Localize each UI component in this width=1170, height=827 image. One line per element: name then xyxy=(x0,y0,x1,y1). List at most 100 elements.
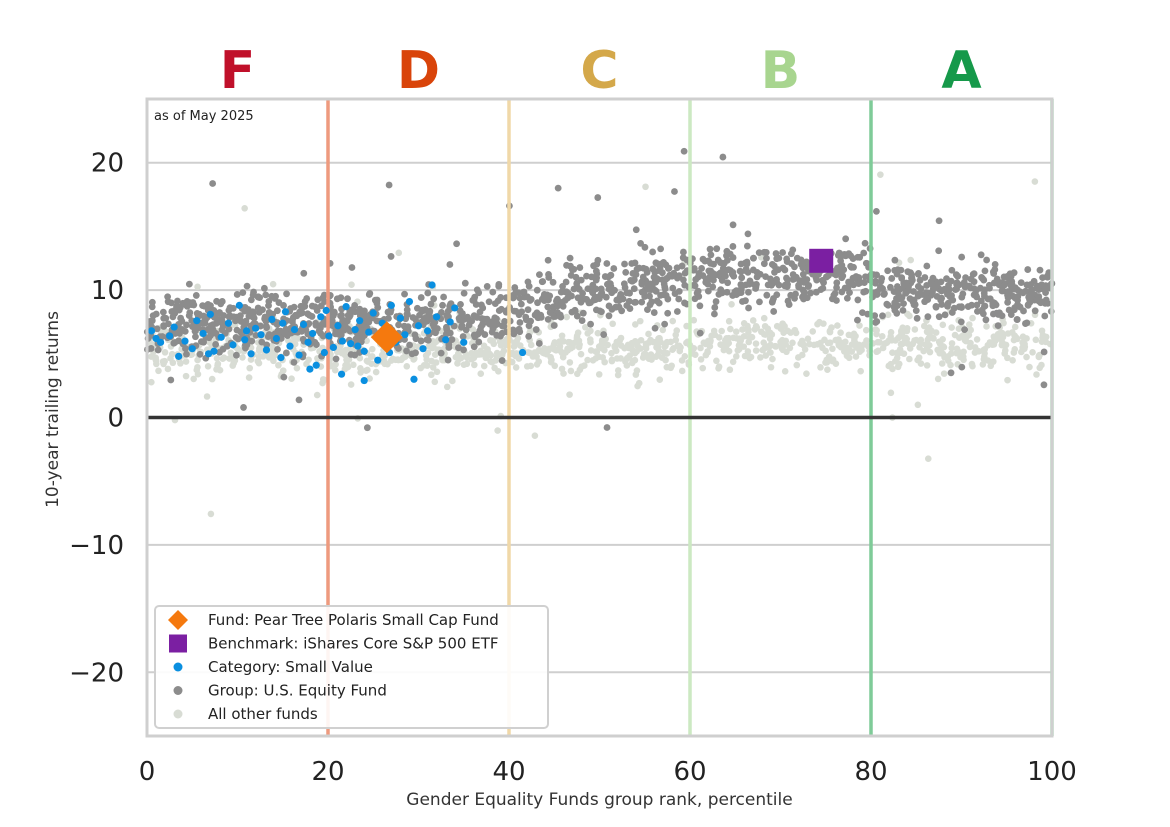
data-point xyxy=(937,278,945,286)
data-point xyxy=(312,361,320,369)
data-point xyxy=(817,364,824,371)
data-point xyxy=(562,349,570,356)
data-point xyxy=(940,370,948,377)
data-point xyxy=(771,268,778,276)
data-point xyxy=(224,319,233,327)
data-point xyxy=(879,312,886,320)
data-point xyxy=(907,256,915,264)
data-point xyxy=(939,335,946,343)
data-point xyxy=(952,271,960,279)
data-point xyxy=(1023,281,1031,289)
data-point xyxy=(516,328,524,336)
data-point xyxy=(1041,312,1049,320)
data-point xyxy=(893,354,901,362)
data-point xyxy=(922,289,930,297)
data-point xyxy=(833,284,840,291)
data-point xyxy=(694,287,702,295)
data-point xyxy=(1011,346,1019,353)
data-point xyxy=(510,330,518,338)
data-point xyxy=(791,295,798,302)
data-point xyxy=(281,330,289,337)
data-point xyxy=(513,350,520,357)
data-point xyxy=(848,263,855,271)
data-point xyxy=(242,327,251,335)
data-point xyxy=(356,305,364,313)
data-point xyxy=(579,309,587,317)
data-point xyxy=(722,342,730,350)
data-point xyxy=(347,351,355,358)
data-point xyxy=(590,262,597,270)
data-point xyxy=(614,367,622,374)
data-point xyxy=(160,314,168,322)
data-point xyxy=(967,326,974,334)
data-point xyxy=(660,259,667,266)
data-point xyxy=(837,329,844,337)
data-point xyxy=(916,276,924,284)
data-point xyxy=(518,308,526,316)
data-point xyxy=(763,254,770,262)
data-point xyxy=(990,279,998,287)
data-point xyxy=(967,339,974,347)
data-point xyxy=(237,312,244,320)
data-point xyxy=(173,302,180,310)
data-point xyxy=(671,188,678,195)
data-point xyxy=(983,323,990,330)
data-point xyxy=(803,258,810,266)
data-point xyxy=(498,337,506,345)
data-point xyxy=(147,327,156,335)
data-point xyxy=(565,339,573,346)
data-point xyxy=(241,341,249,349)
data-point xyxy=(556,311,564,319)
data-point xyxy=(401,290,408,298)
data-point xyxy=(793,361,801,369)
data-point xyxy=(813,276,821,284)
data-point xyxy=(779,320,786,327)
data-point xyxy=(699,364,707,372)
data-point xyxy=(704,349,711,356)
data-point xyxy=(658,354,666,361)
data-point xyxy=(852,353,860,360)
data-point xyxy=(932,302,940,310)
data-point xyxy=(183,350,190,358)
data-point xyxy=(460,346,467,354)
data-point xyxy=(419,345,427,353)
data-point xyxy=(749,317,757,324)
data-point xyxy=(172,329,180,337)
data-point xyxy=(233,326,241,334)
x-tick-label: 0 xyxy=(139,757,156,787)
data-point xyxy=(385,181,393,189)
data-point xyxy=(651,324,659,332)
data-point xyxy=(717,341,724,348)
y-tick-label: 0 xyxy=(107,404,124,434)
data-point xyxy=(1042,296,1050,304)
data-point xyxy=(824,366,831,373)
data-point xyxy=(257,331,265,339)
x-tick-label: 80 xyxy=(854,757,887,787)
data-point xyxy=(1001,281,1009,289)
data-point xyxy=(631,298,639,306)
data-point xyxy=(681,353,689,360)
data-point xyxy=(220,354,228,361)
data-point xyxy=(601,273,609,280)
data-point xyxy=(360,347,368,355)
data-point xyxy=(414,322,423,330)
data-point xyxy=(998,287,1006,295)
data-point xyxy=(1024,266,1032,273)
data-point xyxy=(471,333,479,341)
data-point xyxy=(510,307,518,315)
data-point xyxy=(592,355,600,362)
data-point xyxy=(177,314,185,322)
data-point xyxy=(697,344,704,352)
data-point xyxy=(1011,323,1019,331)
data-point xyxy=(494,297,502,305)
data-point xyxy=(533,286,541,294)
data-point xyxy=(395,321,402,329)
data-point xyxy=(633,367,641,374)
data-point xyxy=(554,184,562,192)
data-point xyxy=(1023,319,1031,327)
data-point xyxy=(298,328,306,335)
data-point xyxy=(312,319,319,327)
data-point xyxy=(990,333,998,340)
data-point xyxy=(631,321,639,328)
data-point xyxy=(443,312,451,320)
